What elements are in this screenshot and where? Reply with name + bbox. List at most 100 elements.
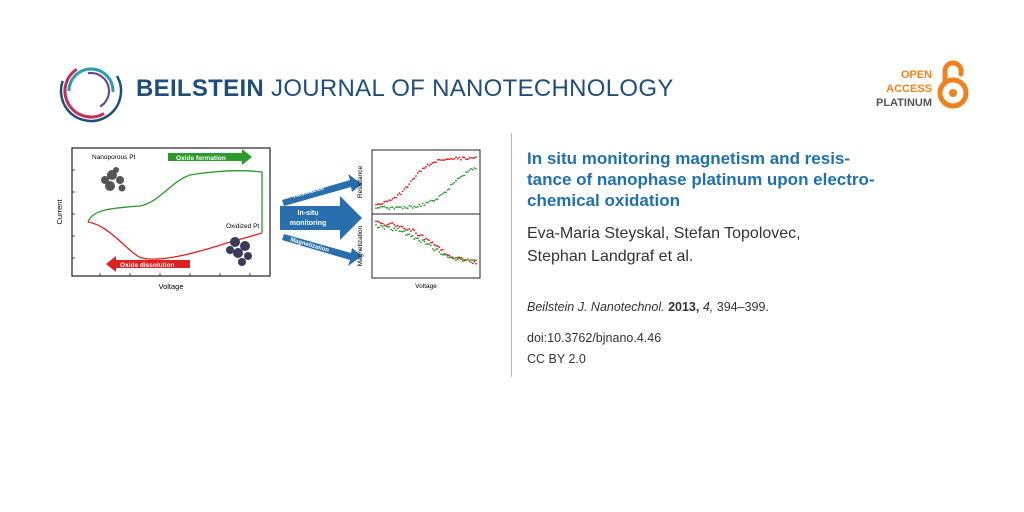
scatter-point	[438, 158, 441, 161]
scatter-point	[388, 226, 391, 228]
scatter-point	[383, 228, 386, 230]
scatter-point	[390, 222, 392, 224]
scatter-point	[428, 164, 431, 167]
scatter-point	[383, 205, 386, 208]
magnetization-scatter	[375, 220, 477, 265]
scatter-point	[413, 229, 416, 232]
scatter-point	[421, 239, 424, 241]
scatter-point	[471, 259, 474, 261]
scatter-point	[445, 158, 447, 161]
scatter-point	[433, 199, 436, 202]
scatter-point	[425, 237, 427, 240]
scatter-point	[415, 175, 417, 177]
scatter-point	[393, 196, 396, 199]
scatter-point	[395, 225, 397, 228]
scatter-point	[458, 177, 461, 180]
scatter-point	[395, 229, 397, 232]
scatter-point	[450, 256, 452, 258]
scatter-point	[438, 246, 441, 248]
citation: Beilstein J. Nanotechnol. 2013, 4, 394–3…	[527, 300, 769, 314]
scatter-point	[406, 229, 409, 231]
scatter-point	[443, 191, 446, 194]
scatter-point	[423, 238, 426, 241]
scatter-point	[426, 243, 429, 246]
scatter-point	[380, 203, 382, 206]
scatter-point	[460, 175, 462, 178]
scatter-point	[433, 161, 436, 163]
scatter-point	[396, 227, 399, 230]
cv-xlabel: Voltage	[158, 282, 183, 291]
scatter-point	[401, 226, 404, 228]
scatter-point	[450, 183, 452, 186]
scatter-point	[455, 256, 457, 259]
magnetization-ylabel: Magnetization	[357, 225, 364, 266]
scatter-point	[450, 157, 452, 160]
scatter-point	[418, 239, 421, 242]
open-access-line2: ACCESS	[886, 83, 932, 95]
resistance-ylabel: Resistance	[357, 166, 364, 199]
scatter-point	[420, 234, 422, 236]
scatter-point	[385, 206, 387, 209]
scatter-point	[413, 205, 416, 208]
scatter-point	[436, 159, 439, 161]
scatter-point	[391, 206, 394, 209]
scatter-point	[410, 235, 412, 238]
scatter-point	[430, 163, 432, 165]
scatter-point	[413, 238, 416, 241]
scatter-point	[440, 159, 442, 161]
journal-logo-icon	[59, 59, 123, 123]
scatter-point	[465, 259, 467, 262]
scatter-point	[451, 183, 454, 185]
scatter-point	[405, 228, 407, 231]
scatter-point	[386, 223, 389, 226]
divider	[511, 133, 512, 377]
scatter-point	[401, 207, 404, 210]
oxidized-pt-icon	[226, 237, 252, 266]
scatter-point	[375, 207, 377, 209]
scatter-point	[453, 157, 456, 160]
scatter-point	[390, 199, 392, 202]
scatter-point	[440, 194, 442, 196]
scatter-point	[411, 178, 414, 181]
scatter-point	[470, 258, 472, 261]
doi[interactable]: doi:10.3762/bjnano.4.46	[527, 331, 662, 345]
scatter-point	[470, 167, 472, 170]
scatter-point	[473, 167, 476, 169]
scatter-point	[411, 234, 414, 237]
label-oxidized: Oxidized Pt	[226, 223, 259, 230]
scatter-point	[453, 181, 456, 184]
oxide-formation-arrow	[168, 149, 252, 165]
resistance-scatter	[375, 156, 477, 211]
scatter-point	[393, 224, 396, 226]
scatter-point	[398, 226, 401, 228]
scatter-point	[391, 229, 394, 232]
scatter-point	[383, 201, 386, 203]
scatter-point	[436, 245, 439, 247]
scatter-point	[376, 226, 379, 229]
journal-name: BEILSTEIN JOURNAL OF NANOTECHNOLOGY	[136, 75, 674, 102]
scatter-point	[465, 158, 467, 161]
scatter-point	[423, 167, 426, 169]
scatter-point	[385, 200, 387, 203]
scatter-point	[380, 222, 382, 225]
scatter-point	[381, 222, 384, 225]
resistance-plot-frame	[371, 149, 481, 215]
scatter-point	[466, 171, 469, 174]
scatter-point	[456, 177, 459, 180]
scatter-point	[406, 186, 409, 189]
label-oxide-dissolution: Oxide dissolution	[120, 262, 175, 269]
scatter-point	[451, 158, 454, 161]
scatter-point	[403, 188, 406, 190]
scatter-point	[446, 256, 449, 258]
scatter-point	[406, 233, 409, 236]
cv-ylabel: Current	[55, 199, 64, 225]
magnetization-plot-frame	[371, 213, 481, 279]
scatter-point	[388, 208, 391, 211]
scatter-point	[425, 201, 427, 204]
scatter-point	[438, 195, 441, 197]
scatter-point	[420, 241, 422, 244]
oxide-dissolution-arrow	[106, 256, 190, 272]
scatter-point	[416, 237, 419, 240]
scatter-point	[466, 258, 469, 261]
open-access-line1: OPEN	[900, 69, 932, 81]
